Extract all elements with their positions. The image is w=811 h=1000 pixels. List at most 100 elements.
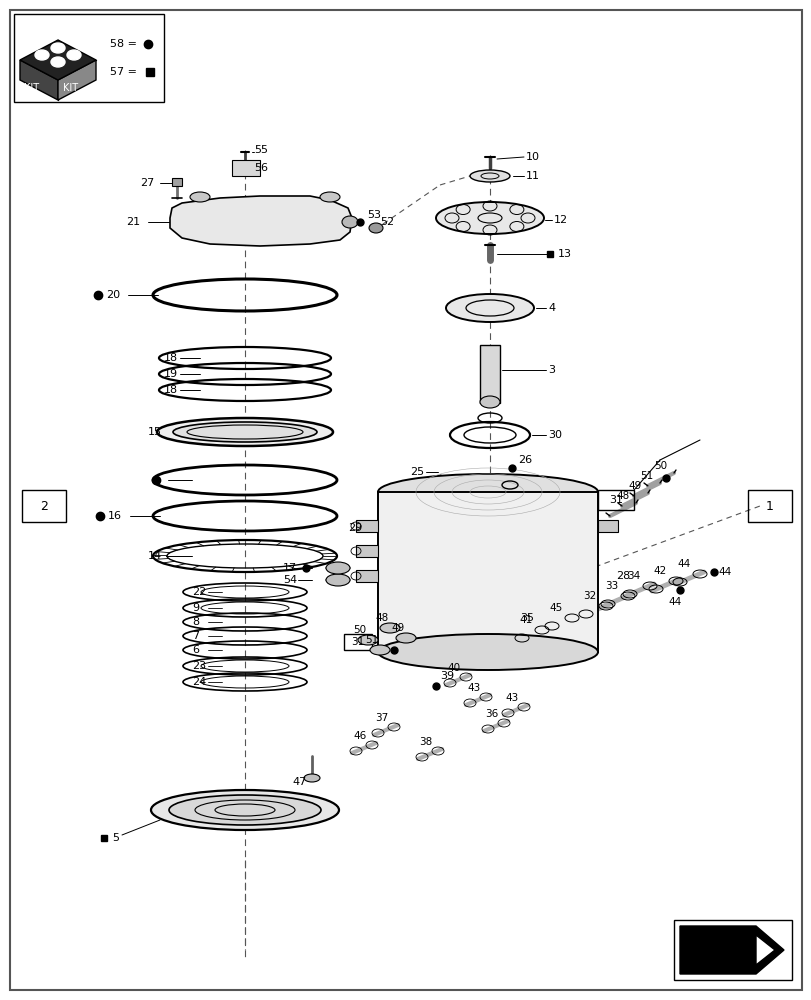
Polygon shape — [169, 196, 351, 246]
Text: 2: 2 — [40, 499, 48, 512]
Text: 35: 35 — [519, 613, 534, 623]
Text: 55: 55 — [254, 145, 268, 155]
Ellipse shape — [368, 223, 383, 233]
Text: 15: 15 — [148, 427, 162, 437]
Text: 56: 56 — [254, 163, 268, 173]
Bar — [597, 520, 617, 532]
Text: 39: 39 — [440, 671, 453, 681]
Text: 27: 27 — [139, 178, 154, 188]
Text: 26: 26 — [517, 455, 531, 465]
Ellipse shape — [325, 574, 350, 586]
Text: 37: 37 — [375, 713, 388, 723]
Ellipse shape — [380, 623, 400, 633]
Text: 36: 36 — [485, 709, 498, 719]
Text: 14: 14 — [148, 551, 162, 561]
Text: 23: 23 — [191, 661, 206, 671]
Text: 57 =: 57 = — [109, 67, 137, 77]
Text: 44: 44 — [676, 559, 690, 569]
Polygon shape — [58, 60, 96, 100]
Text: 22: 22 — [191, 587, 206, 597]
Bar — [22, 490, 66, 522]
Text: 44: 44 — [717, 567, 731, 577]
Text: 9: 9 — [191, 603, 199, 613]
Ellipse shape — [320, 192, 340, 202]
Ellipse shape — [396, 633, 415, 643]
Bar — [232, 160, 260, 176]
Text: 58 =: 58 = — [109, 39, 137, 49]
Text: 6: 6 — [191, 645, 199, 655]
Text: 18: 18 — [164, 385, 178, 395]
Ellipse shape — [479, 396, 500, 408]
Text: 32: 32 — [582, 591, 596, 601]
Text: 10: 10 — [526, 152, 539, 162]
Ellipse shape — [35, 50, 49, 60]
Text: 51: 51 — [365, 635, 378, 645]
Bar — [378, 492, 597, 652]
Ellipse shape — [67, 50, 81, 60]
Polygon shape — [755, 935, 774, 965]
Bar — [479, 345, 500, 403]
Ellipse shape — [173, 422, 316, 442]
Bar — [355, 545, 378, 557]
Text: 24: 24 — [191, 677, 206, 687]
Text: 42: 42 — [653, 566, 666, 576]
Text: 48: 48 — [375, 613, 388, 623]
Text: 48: 48 — [616, 491, 629, 501]
Text: 1: 1 — [765, 499, 773, 512]
Text: 11: 11 — [526, 171, 539, 181]
Ellipse shape — [151, 790, 338, 830]
Bar — [355, 570, 378, 582]
Text: 34: 34 — [627, 571, 640, 581]
Text: 54: 54 — [283, 575, 297, 585]
Ellipse shape — [325, 562, 350, 574]
Ellipse shape — [51, 57, 65, 67]
Text: 8: 8 — [191, 617, 199, 627]
Ellipse shape — [341, 216, 358, 228]
Ellipse shape — [445, 294, 534, 322]
Text: 41: 41 — [519, 615, 532, 625]
Text: 16: 16 — [108, 511, 122, 521]
Text: 44: 44 — [667, 597, 680, 607]
Bar — [344, 634, 371, 650]
Text: 25: 25 — [410, 467, 423, 477]
Text: 43: 43 — [467, 683, 480, 693]
Text: 17: 17 — [283, 563, 297, 573]
Text: 40: 40 — [447, 663, 460, 673]
Ellipse shape — [378, 634, 597, 670]
Bar — [597, 490, 633, 510]
Bar — [14, 14, 164, 102]
Text: 50: 50 — [353, 625, 366, 635]
Text: 33: 33 — [605, 581, 618, 591]
Ellipse shape — [169, 795, 320, 825]
Text: 49: 49 — [627, 481, 641, 491]
Text: 30: 30 — [547, 430, 561, 440]
Text: 52: 52 — [380, 217, 393, 227]
Text: 12: 12 — [553, 215, 568, 225]
Text: 31: 31 — [608, 495, 622, 505]
Polygon shape — [679, 926, 783, 974]
Text: 50: 50 — [653, 461, 667, 471]
Text: 38: 38 — [418, 737, 432, 747]
Text: 19: 19 — [164, 369, 178, 379]
Text: 7: 7 — [191, 631, 199, 641]
Bar — [172, 178, 182, 186]
Ellipse shape — [190, 192, 210, 202]
Text: 3: 3 — [547, 365, 554, 375]
Ellipse shape — [157, 418, 333, 446]
Ellipse shape — [51, 43, 65, 53]
Text: 28: 28 — [616, 571, 629, 581]
Text: 13: 13 — [557, 249, 571, 259]
Text: 5: 5 — [112, 833, 119, 843]
Text: 46: 46 — [353, 731, 367, 741]
Ellipse shape — [303, 774, 320, 782]
Text: 4: 4 — [547, 303, 555, 313]
Bar — [355, 520, 378, 532]
Text: 53: 53 — [367, 210, 380, 220]
Polygon shape — [20, 40, 96, 80]
Text: KIT: KIT — [63, 83, 78, 93]
Ellipse shape — [470, 170, 509, 182]
Bar — [747, 490, 791, 522]
Text: 45: 45 — [549, 603, 562, 613]
Text: 47: 47 — [293, 777, 307, 787]
Polygon shape — [20, 60, 58, 100]
